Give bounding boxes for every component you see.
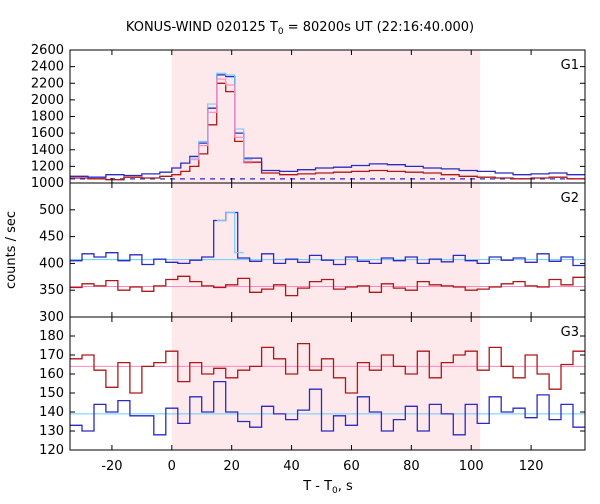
panel-label: G3 (561, 325, 579, 340)
panels: 100012001400160018002000220024002600G130… (31, 43, 586, 474)
series-red (70, 275, 585, 297)
x-tick-label: 100 (459, 459, 484, 474)
y-tick-label: 2400 (31, 60, 64, 75)
series-blue (70, 74, 585, 178)
y-tick-label: 500 (39, 203, 64, 218)
series-cyan-fine (216, 211, 244, 254)
y-tick-label: 140 (39, 405, 64, 420)
x-tick-label: -20 (101, 459, 122, 474)
y-tick-label: 2600 (31, 43, 64, 58)
y-tick-label: 400 (39, 256, 64, 271)
y-tick-label: 180 (39, 329, 64, 344)
y-tick-label: 2000 (31, 93, 64, 108)
y-tick-label: 1600 (31, 126, 64, 141)
panel-g2: 300 350 400 450 500 G2 (39, 182, 586, 325)
y-axis-label: counts / sec (4, 211, 19, 289)
x-tick-label: 40 (283, 459, 300, 474)
y-tick-label: 130 (39, 424, 64, 439)
shaded-interval (171, 50, 481, 183)
y-tick-label: 1200 (31, 159, 64, 174)
chart-title: KONUS-WIND 020125 T0 = 80200s UT (22:16:… (126, 20, 474, 37)
series-pink-fine (189, 78, 253, 164)
y-tick-label: 350 (39, 283, 64, 298)
panel-label: G2 (561, 191, 579, 206)
y-tick-label: 450 (39, 230, 64, 245)
y-tick-label: 300 (39, 310, 64, 325)
shaded-interval (171, 317, 481, 450)
x-tick-label: 120 (519, 459, 544, 474)
y-tick-label: 1800 (31, 110, 64, 125)
y-tick-label: 160 (39, 367, 64, 382)
series-red (70, 342, 585, 394)
shaded-interval (171, 183, 481, 317)
x-tick-label: 60 (343, 459, 360, 474)
panel-g3: -20 0 20 40 60 80 100 120 120 130 140 150 160 170 180 G… (39, 316, 586, 474)
x-tick-label: 0 (168, 459, 176, 474)
y-tick-label: 2200 (31, 76, 64, 91)
x-tick-label: 20 (223, 459, 240, 474)
y-tick-label: 170 (39, 348, 64, 363)
y-tick-label: 150 (39, 386, 64, 401)
panel-label: G1 (561, 58, 579, 73)
series-red (70, 82, 585, 181)
x-axis-label: T - T0, s (302, 479, 353, 496)
x-tick-label: 80 (403, 459, 420, 474)
series-blue (70, 380, 585, 436)
panel-frame (69, 316, 586, 451)
y-tick-label: 120 (39, 443, 64, 458)
series-blue (70, 211, 585, 267)
series-cyan-fine (189, 72, 253, 161)
y-tick-label: 1400 (31, 143, 64, 158)
y-tick-label: 1000 (31, 176, 64, 191)
